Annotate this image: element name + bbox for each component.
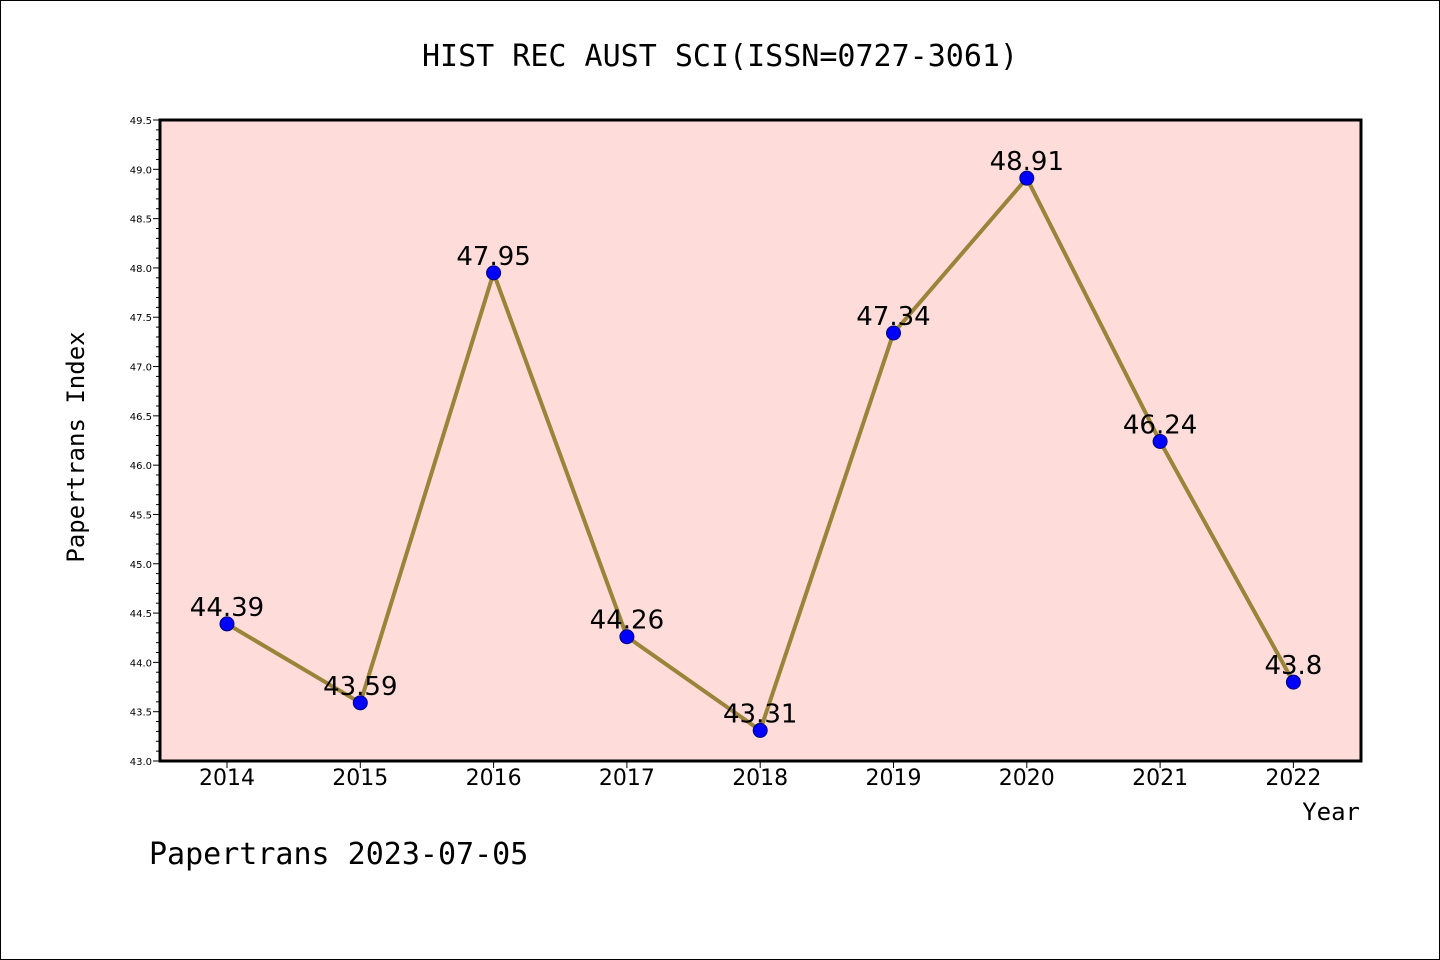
y-tick-label: 43.0 bbox=[130, 757, 152, 768]
x-tick-label: 2019 bbox=[866, 766, 922, 791]
x-axis-ticks: 2014 2015 2016 2017 2018 2019 2020 2021 2022 bbox=[199, 761, 1321, 791]
y-tick-label: 44.5 bbox=[130, 609, 152, 620]
y-tick-label: 44.0 bbox=[130, 658, 152, 669]
x-tick-label: 2021 bbox=[1132, 766, 1188, 791]
data-point-marker bbox=[1152, 433, 1168, 449]
x-tick-label: 2015 bbox=[332, 766, 388, 791]
y-tick-label: 45.5 bbox=[130, 510, 152, 521]
data-point-marker bbox=[1285, 674, 1301, 690]
x-axis-title: Year bbox=[1302, 798, 1360, 826]
y-tick-label: 43.5 bbox=[130, 708, 152, 719]
data-point-marker bbox=[486, 265, 502, 281]
y-axis-ticks: 43.0 43.5 44.0 44.5 45.0 45.5 46.0 46.5 47.0 47.5… bbox=[130, 116, 160, 768]
data-point-label: 47.95 bbox=[456, 242, 530, 272]
y-tick-label: 47.5 bbox=[130, 313, 152, 324]
data-point-label: 44.26 bbox=[590, 606, 664, 636]
x-tick-label: 2014 bbox=[199, 766, 255, 791]
data-point-label: 46.24 bbox=[1123, 410, 1197, 440]
x-tick-label: 2017 bbox=[599, 766, 655, 791]
data-point-label: 47.34 bbox=[856, 302, 930, 332]
x-tick-label: 2020 bbox=[999, 766, 1055, 791]
data-point-marker bbox=[219, 616, 235, 632]
data-markers bbox=[219, 170, 1301, 738]
data-point-label: 44.39 bbox=[190, 593, 264, 623]
x-tick-label: 2022 bbox=[1265, 766, 1321, 791]
data-point-label: 43.59 bbox=[323, 672, 397, 702]
x-tick-label: 2018 bbox=[732, 766, 788, 791]
plot-area bbox=[160, 120, 1361, 761]
footer-date-label: Papertrans 2023-07-05 bbox=[149, 837, 528, 872]
y-axis-title: Papertrans Index bbox=[62, 331, 90, 562]
y-tick-label: 47.0 bbox=[130, 363, 152, 374]
data-point-label: 43.31 bbox=[723, 699, 797, 729]
y-tick-label: 48.5 bbox=[130, 215, 152, 226]
data-point-marker bbox=[752, 722, 768, 738]
y-tick-label: 46.5 bbox=[130, 412, 152, 423]
data-point-marker bbox=[886, 325, 901, 341]
y-tick-label: 49.0 bbox=[130, 165, 152, 176]
y-tick-label: 49.5 bbox=[130, 116, 152, 127]
data-point-marker bbox=[1019, 170, 1035, 186]
data-point-marker bbox=[619, 629, 635, 645]
x-tick-label: 2016 bbox=[466, 766, 522, 791]
y-tick-label: 46.0 bbox=[130, 461, 152, 472]
plot-border bbox=[158, 118, 1363, 763]
y-tick-label: 48.0 bbox=[130, 264, 152, 275]
data-point-label: 48.91 bbox=[990, 147, 1064, 177]
chart-title: HIST REC AUST SCI(ISSN=0727-3061) bbox=[422, 39, 1018, 74]
data-labels: 44.39 43.59 47.95 44.26 43.31 47.34 48.91 46.24… bbox=[190, 147, 1323, 729]
data-point-label: 43.8 bbox=[1264, 651, 1322, 681]
y-tick-label: 45.0 bbox=[130, 560, 152, 571]
data-point-marker bbox=[352, 695, 368, 711]
